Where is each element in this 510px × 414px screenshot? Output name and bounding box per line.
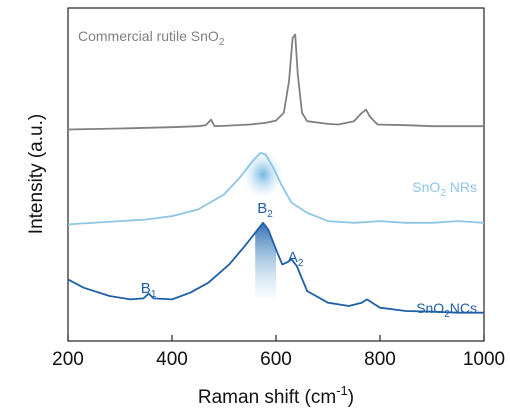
peak-label: B1: [141, 280, 157, 300]
peak-label: B2: [257, 200, 273, 220]
x-tick-label: 800: [364, 349, 396, 370]
x-tick-label: 600: [260, 349, 292, 370]
series-line-0: [67, 33, 484, 131]
x-tick-label: 400: [156, 349, 188, 370]
nrs-peak-shading: [243, 150, 283, 199]
series-line-1: [67, 152, 485, 226]
x-axis-title-main: Raman shift (cm: [198, 387, 336, 408]
series-label-0: Commercial rutile SnO2: [78, 28, 225, 48]
x-ticks: 200 400 600 800 1000: [52, 335, 505, 370]
x-axis-title-close: ): [348, 387, 354, 408]
x-tick-label: 1000: [463, 349, 505, 370]
series-label-2: SnO2NCs: [416, 300, 477, 320]
y-axis-title: Intensity (a.u.): [26, 114, 47, 234]
peak-labels: B1 B2 A2: [141, 200, 304, 300]
peak-shading: [243, 150, 283, 298]
x-axis-title-sup: -1: [336, 383, 348, 398]
series-labels: Commercial rutile SnO2 SnO2 NRs SnO2NCs: [78, 28, 477, 320]
ncs-peak-shading: [255, 222, 276, 298]
plot-area: 200 400 600 800 1000 Commercial rutile SnO2 S…: [52, 7, 505, 370]
peak-label: A2: [288, 249, 304, 269]
x-tick-label: 200: [52, 349, 84, 370]
series-label-1: SnO2 NRs: [412, 179, 477, 199]
series-lines: [67, 33, 485, 314]
series-line-2: [67, 221, 484, 314]
x-axis-title: Raman shift (cm-1): [198, 383, 354, 408]
